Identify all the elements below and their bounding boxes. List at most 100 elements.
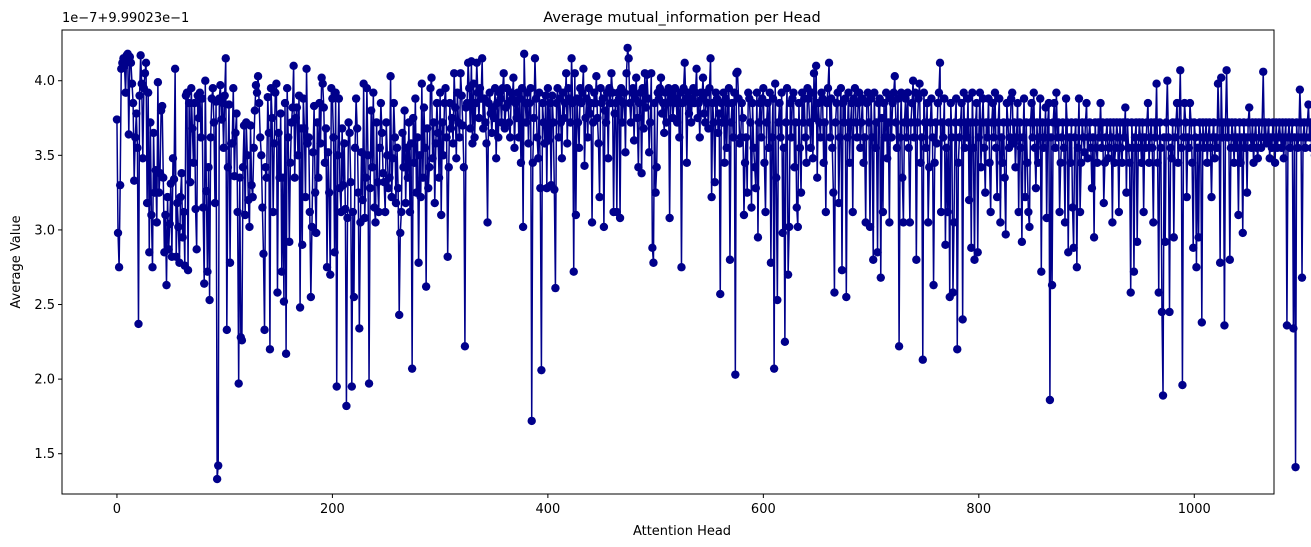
data-point <box>524 139 533 148</box>
data-point <box>660 128 669 138</box>
data-point <box>267 113 277 123</box>
data-point <box>246 121 255 130</box>
data-point <box>1089 233 1099 242</box>
data-point <box>252 88 262 97</box>
data-point <box>883 154 892 163</box>
data-point <box>1297 273 1307 282</box>
data-point <box>313 118 322 127</box>
data-point <box>165 219 174 229</box>
data-point <box>559 113 569 123</box>
data-point <box>772 173 781 182</box>
data-point <box>1117 158 1127 167</box>
data-point <box>1197 318 1207 327</box>
data-point <box>433 128 443 138</box>
data-point <box>692 64 701 73</box>
data-point <box>373 177 382 187</box>
data-point <box>447 113 457 123</box>
data-point <box>240 210 250 220</box>
data-point <box>1156 143 1166 153</box>
data-point <box>1137 158 1146 167</box>
data-point <box>1122 188 1131 197</box>
data-point <box>1012 133 1021 142</box>
data-point <box>561 69 571 78</box>
data-point <box>204 163 213 172</box>
data-point <box>1011 163 1020 172</box>
data-point <box>716 289 725 299</box>
data-point <box>768 94 778 103</box>
data-point <box>442 133 451 142</box>
data-point <box>912 255 921 264</box>
data-point <box>773 295 782 305</box>
data-point <box>233 207 242 217</box>
data-point <box>385 173 394 182</box>
data-point <box>852 133 862 142</box>
data-point <box>201 76 210 85</box>
data-point <box>351 94 361 103</box>
data-point <box>434 173 444 182</box>
data-point <box>261 163 270 172</box>
data-point <box>958 315 967 324</box>
data-point <box>740 158 750 167</box>
data-point <box>169 175 179 184</box>
data-point <box>514 133 523 142</box>
data-point <box>623 43 632 53</box>
data-point <box>996 218 1005 227</box>
data-point <box>1129 267 1139 276</box>
data-point <box>1143 98 1153 108</box>
y-tick-label: 3.5 <box>34 149 55 164</box>
data-point <box>361 173 371 182</box>
data-point <box>1029 88 1038 97</box>
data-point <box>299 94 308 103</box>
data-point <box>968 88 977 97</box>
data-point <box>378 169 388 178</box>
data-point <box>892 143 902 153</box>
x-axis-ticks: 0 200 400 600 800 1000 <box>113 494 1211 517</box>
data-point <box>544 136 554 145</box>
data-point <box>622 69 631 78</box>
data-point <box>1306 118 1311 127</box>
data-point <box>268 207 278 217</box>
data-point <box>867 133 877 142</box>
data-point <box>707 192 716 202</box>
data-point <box>438 118 447 127</box>
data-point <box>223 163 233 172</box>
data-point <box>346 177 355 187</box>
data-point <box>208 83 218 93</box>
data-point <box>113 228 123 238</box>
data-point <box>621 148 630 157</box>
data-point <box>604 154 613 163</box>
data-point <box>420 143 430 153</box>
data-point <box>579 64 588 73</box>
data-point <box>400 106 409 115</box>
data-point <box>942 143 951 153</box>
data-point <box>372 118 381 127</box>
data-point <box>449 69 459 78</box>
data-point <box>263 92 272 102</box>
data-point <box>1207 192 1216 202</box>
data-point <box>801 133 810 142</box>
data-point <box>889 88 898 97</box>
data-point <box>153 78 163 87</box>
data-point <box>981 188 990 197</box>
data-point <box>536 183 545 193</box>
data-point <box>903 88 912 97</box>
data-point <box>781 118 791 127</box>
data-point <box>638 83 647 93</box>
data-point <box>426 83 435 93</box>
data-point <box>628 83 638 93</box>
data-point <box>844 88 853 97</box>
data-point <box>995 94 1004 103</box>
data-point <box>917 133 926 142</box>
data-point <box>657 109 667 118</box>
data-point <box>295 303 305 312</box>
y-tick-label: 4.0 <box>34 74 55 89</box>
data-point <box>396 228 405 238</box>
data-point <box>415 151 424 160</box>
data-point <box>780 337 790 347</box>
data-point <box>262 173 271 182</box>
data-point <box>807 88 817 97</box>
data-point <box>276 109 285 118</box>
data-point <box>806 143 815 153</box>
data-point <box>783 270 793 279</box>
data-point <box>649 258 658 267</box>
